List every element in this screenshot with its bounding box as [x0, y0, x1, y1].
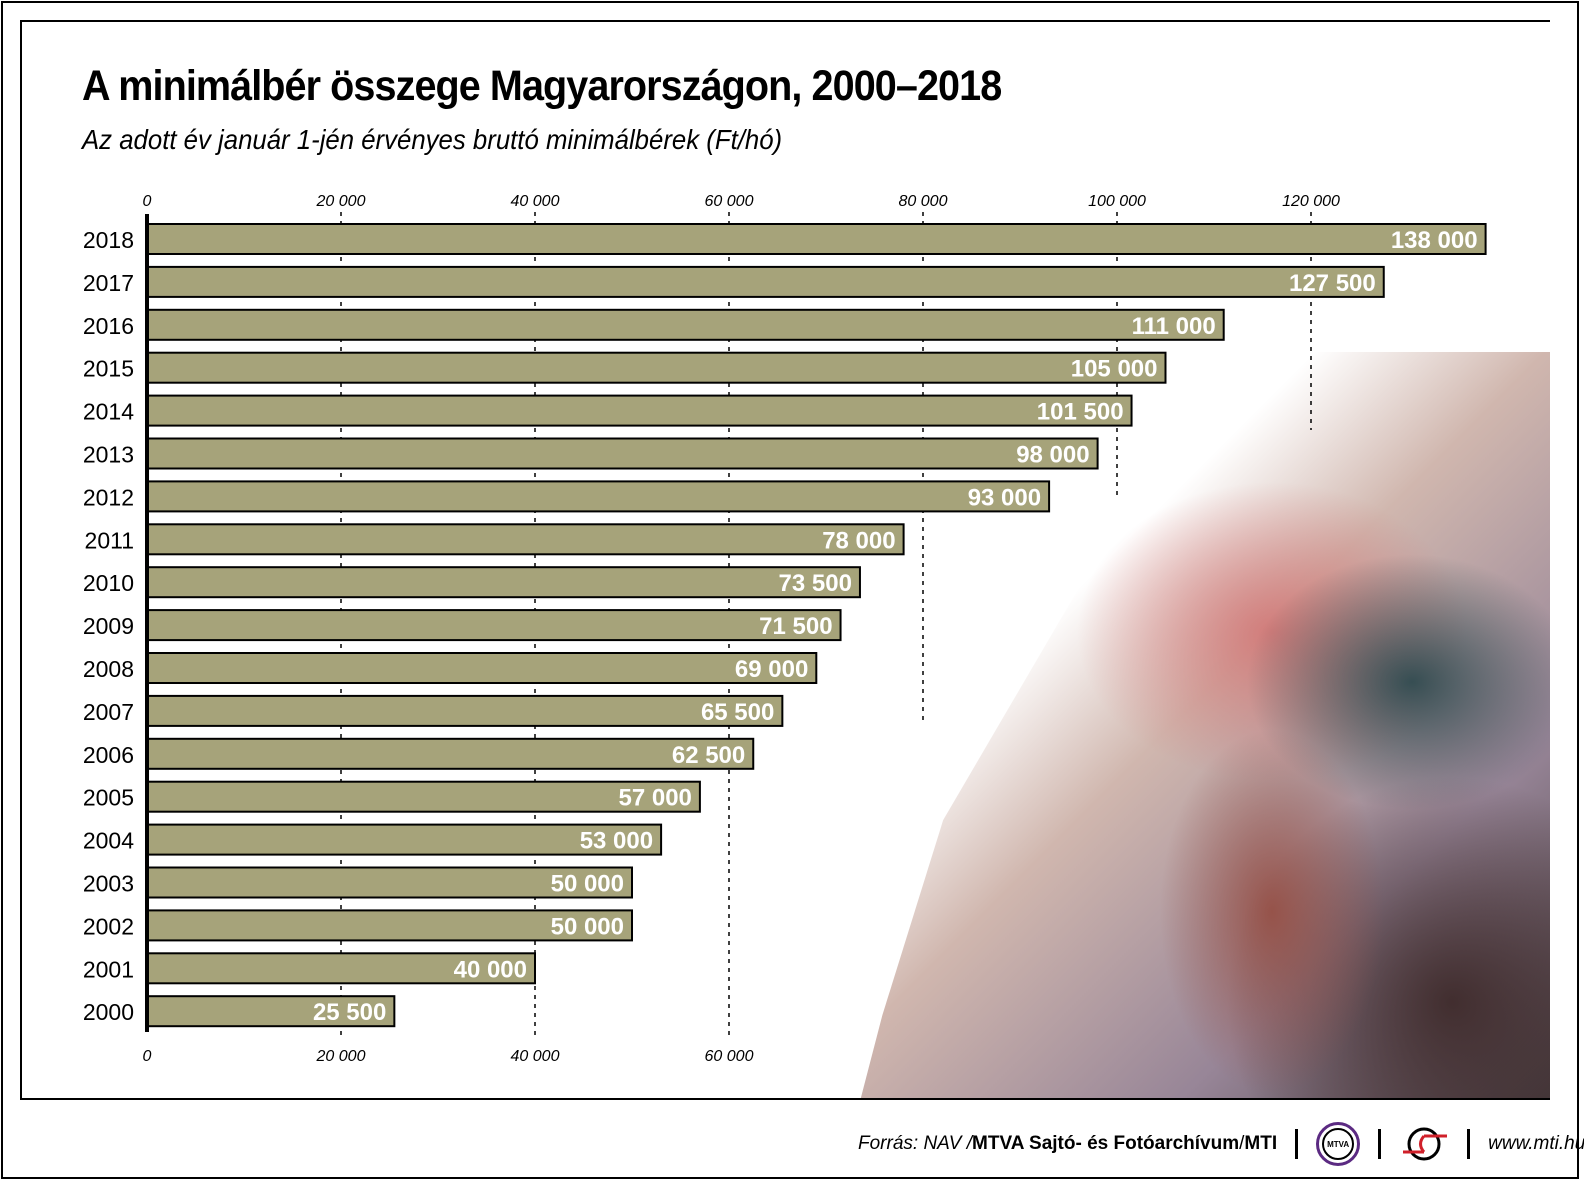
value-label: 57 000: [618, 785, 691, 812]
mti-logo: [1403, 1127, 1448, 1161]
bottom-tick-label: 0: [143, 1048, 152, 1065]
divider: [1295, 1129, 1299, 1159]
top-tick-label: 100 000: [1088, 193, 1146, 210]
bar: [146, 351, 1167, 384]
value-label: 50 000: [551, 913, 624, 940]
bar: [146, 737, 755, 770]
value-label: 78 000: [822, 527, 895, 554]
bar: [146, 308, 1225, 341]
year-label: 2018: [83, 227, 134, 253]
top-tick-label: 80 000: [899, 193, 948, 210]
value-label: 101 500: [1037, 399, 1124, 426]
bar: [146, 265, 1385, 298]
bar: [146, 437, 1099, 470]
year-label: 2006: [83, 742, 134, 768]
year-label: 2002: [83, 913, 134, 939]
value-label: 53 000: [580, 828, 653, 855]
value-label: 50 000: [551, 871, 624, 898]
year-label: 2003: [83, 871, 134, 897]
year-label: 2016: [83, 313, 134, 339]
year-label: 2017: [83, 270, 134, 296]
value-label: 127 500: [1289, 270, 1376, 297]
bar: [146, 866, 633, 899]
source-archive: MTVA Sajtó- és Fotóarchívum: [972, 1133, 1240, 1154]
bar: [146, 523, 905, 556]
year-label: 2014: [83, 399, 134, 425]
bottom-tick-label: 20 000: [316, 1048, 366, 1065]
value-label: 111 000: [1132, 313, 1216, 340]
value-label: 105 000: [1071, 356, 1158, 383]
year-label: 2000: [83, 999, 134, 1025]
bar: [146, 652, 818, 684]
top-tick-label: 40 000: [511, 193, 560, 210]
website-link[interactable]: www.mti.hu: [1488, 1133, 1584, 1154]
source-prefix: Forrás: NAV /: [858, 1133, 973, 1154]
top-tick-label: 120 000: [1282, 193, 1340, 210]
value-label: 69 000: [735, 656, 808, 683]
value-label: 62 500: [672, 742, 745, 769]
footer: Forrás: NAV / MTVA Sajtó- és Fotóarchívu…: [858, 1122, 1584, 1166]
value-label: 98 000: [1016, 442, 1089, 469]
bar: [146, 909, 633, 942]
year-label: 2015: [83, 356, 134, 382]
source-separator: /: [1239, 1133, 1245, 1154]
year-label: 2011: [85, 527, 134, 553]
year-label: 2004: [83, 828, 134, 854]
year-label: 2001: [83, 956, 134, 982]
value-label: 93 000: [968, 484, 1041, 511]
bar: [146, 223, 1487, 255]
value-label: 138 000: [1391, 227, 1478, 254]
top-tick-label: 60 000: [705, 193, 754, 210]
divider: [1378, 1129, 1382, 1159]
bar: [146, 780, 701, 813]
year-label: 2007: [83, 699, 134, 725]
chart-subtitle: Az adott év január 1-jén érvényes bruttó…: [82, 124, 783, 155]
year-label: 2009: [83, 613, 134, 639]
top-tick-label: 20 000: [316, 193, 366, 210]
bottom-tick-label: 40 000: [511, 1048, 560, 1065]
year-label: 2008: [83, 656, 134, 682]
value-label: 40 000: [454, 956, 527, 983]
year-label: 2005: [83, 785, 134, 811]
year-label: 2010: [83, 570, 134, 596]
chart-panel: [20, 20, 1550, 1100]
mtva-logo: MTVA: [1316, 1122, 1361, 1166]
bar: [146, 694, 784, 727]
bar: [146, 952, 536, 985]
top-tick-label: 0: [143, 193, 152, 210]
bar: [146, 394, 1133, 427]
value-label: 71 500: [759, 613, 832, 640]
bar: [146, 566, 861, 599]
source-mti: MTI: [1244, 1133, 1278, 1154]
value-label: 65 500: [701, 699, 774, 726]
bar: [146, 609, 842, 642]
value-label: 25 500: [313, 999, 386, 1026]
bottom-tick-label: 60 000: [705, 1048, 754, 1065]
year-label: 2013: [83, 442, 134, 468]
chart-title: A minimálbér összege Magyarországon, 200…: [82, 62, 1002, 110]
bar: [146, 480, 1051, 513]
bar: [146, 823, 663, 856]
year-label: 2012: [83, 484, 134, 510]
divider: [1467, 1129, 1471, 1159]
value-label: 73 500: [779, 570, 852, 597]
